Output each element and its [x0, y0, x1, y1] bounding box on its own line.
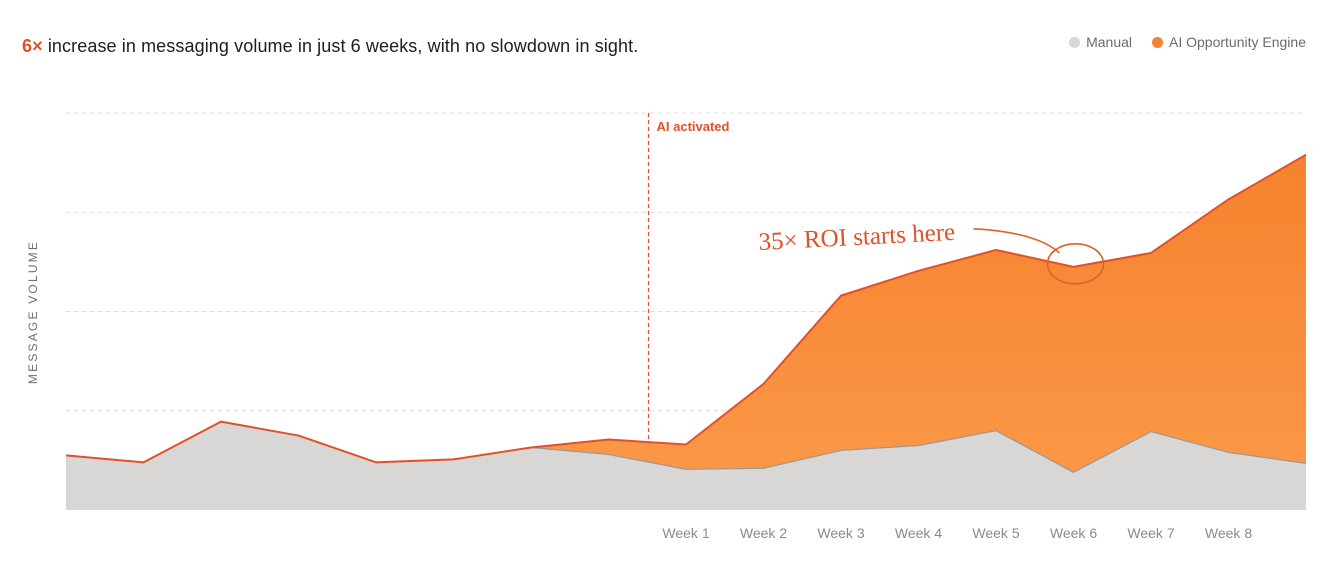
page-title: 6× increase in messaging volume in just …	[22, 36, 638, 57]
x-tick-label: Week 6	[1050, 525, 1097, 541]
headline-text: increase in messaging volume in just 6 w…	[42, 36, 639, 56]
headline-accent: 6×	[22, 36, 43, 56]
ai-activated-label: AI activated	[657, 119, 730, 134]
legend-label-manual: Manual	[1086, 34, 1133, 50]
roi-callout-arrow	[973, 228, 1061, 254]
x-tick-label: Week 2	[740, 525, 787, 541]
manual-area	[66, 421, 1306, 510]
legend: Manual AI Opportunity Engine	[1049, 34, 1306, 50]
y-axis-label: MESSAGE VOLUME	[26, 240, 40, 384]
roi-callout-label: 35× ROI starts here	[758, 219, 956, 256]
x-tick-label: Week 8	[1205, 525, 1252, 541]
x-tick-label: Week 5	[972, 525, 1019, 541]
legend-item-ai[interactable]: AI Opportunity Engine	[1152, 34, 1306, 50]
legend-label-ai: AI Opportunity Engine	[1169, 34, 1306, 50]
x-tick-label: Week 3	[817, 525, 864, 541]
x-tick-label: Week 1	[662, 525, 709, 541]
roi-callout-circle	[1046, 243, 1105, 285]
legend-swatch-ai	[1152, 36, 1164, 48]
x-tick-label: Week 4	[895, 525, 942, 541]
x-axis-ticks: Week 1 Week 2 Week 3 Week 4 Week 5 Week 6 Week…	[662, 525, 1252, 541]
legend-swatch-manual	[1069, 36, 1081, 48]
plot-areas	[65, 153, 1307, 510]
ai-engine-area	[66, 154, 1306, 510]
x-tick-label: Week 7	[1127, 525, 1174, 541]
legend-item-manual[interactable]: Manual	[1069, 34, 1132, 50]
